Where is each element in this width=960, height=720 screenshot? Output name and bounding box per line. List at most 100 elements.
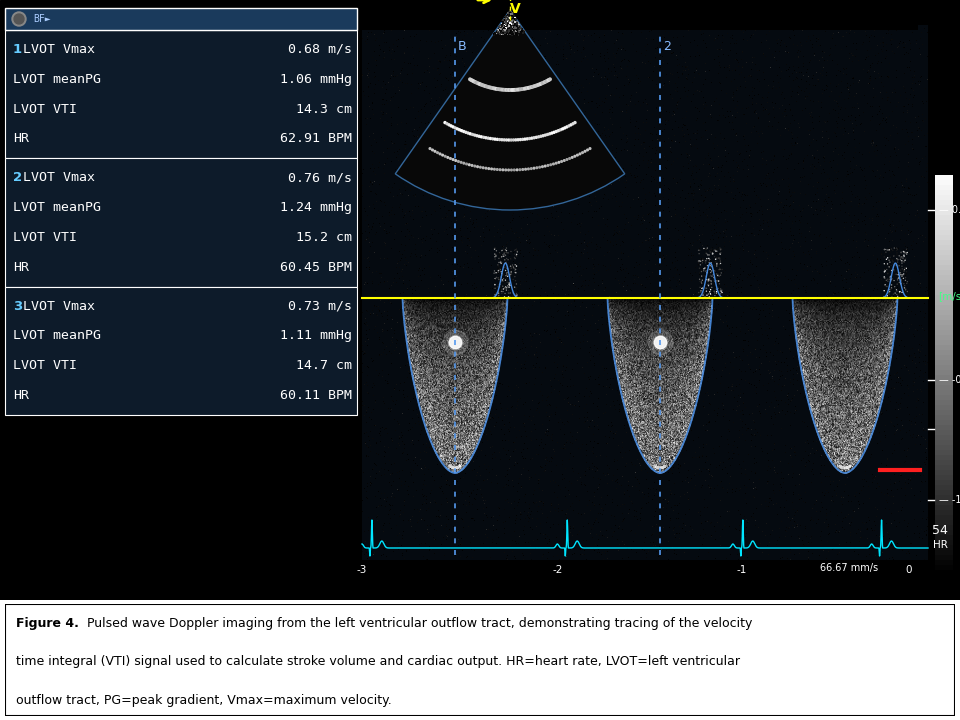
Point	[850, 428, 865, 440]
Point	[814, 366, 829, 378]
Point	[879, 28, 895, 40]
Point	[686, 384, 702, 395]
Point	[784, 392, 800, 404]
Point	[467, 389, 482, 400]
Point	[661, 431, 677, 443]
Point	[646, 349, 661, 361]
Point	[696, 363, 711, 374]
Point	[838, 344, 853, 356]
Point	[466, 421, 481, 433]
Point	[459, 292, 474, 304]
Point	[863, 308, 878, 320]
Point	[471, 410, 487, 421]
Point	[866, 422, 881, 433]
Point	[843, 385, 858, 397]
Point	[848, 418, 863, 429]
Point	[663, 210, 679, 222]
Point	[876, 298, 891, 310]
Point	[458, 419, 473, 431]
Point	[828, 463, 844, 474]
Point	[404, 361, 420, 372]
Point	[843, 388, 858, 400]
Point	[875, 330, 890, 342]
Point	[485, 380, 500, 392]
Point	[650, 462, 665, 473]
Point	[881, 357, 897, 369]
Point	[640, 410, 656, 421]
Point	[880, 364, 896, 376]
Point	[841, 347, 856, 359]
Point	[758, 327, 774, 338]
Point	[436, 401, 451, 413]
Point	[812, 336, 828, 348]
Point	[818, 416, 833, 428]
Point	[444, 402, 459, 413]
Point	[856, 441, 872, 453]
Point	[694, 374, 709, 385]
Point	[782, 515, 798, 526]
Point	[472, 157, 488, 168]
Point	[492, 356, 507, 368]
Point	[819, 310, 834, 322]
Point	[812, 426, 828, 437]
Point	[654, 379, 669, 391]
Point	[610, 298, 625, 310]
Point	[474, 408, 490, 420]
Point	[828, 372, 844, 384]
Point	[465, 410, 480, 422]
Point	[888, 305, 903, 317]
Point	[685, 366, 701, 378]
Point	[875, 354, 890, 365]
Point	[533, 47, 548, 58]
Point	[507, 460, 522, 472]
Point	[661, 359, 677, 371]
Point	[828, 311, 843, 323]
Point	[846, 321, 861, 333]
Point	[635, 326, 650, 338]
Point	[638, 356, 654, 367]
Point	[694, 340, 709, 351]
Point	[573, 148, 588, 160]
Point	[683, 404, 698, 415]
Point	[814, 359, 829, 370]
Point	[629, 353, 644, 364]
Point	[655, 434, 670, 446]
Point	[694, 322, 709, 333]
Point	[482, 371, 497, 382]
Point	[603, 306, 618, 318]
Point	[910, 174, 925, 186]
Point	[372, 490, 388, 501]
Point	[451, 293, 467, 305]
Point	[609, 350, 624, 361]
Point	[901, 181, 917, 193]
Point	[681, 361, 696, 372]
Point	[676, 380, 691, 392]
Point	[861, 433, 876, 444]
Point	[467, 192, 482, 204]
Point	[810, 330, 826, 342]
Point	[357, 436, 372, 448]
Point	[631, 411, 646, 423]
Point	[687, 344, 703, 356]
Point	[398, 312, 414, 324]
Point	[460, 362, 475, 374]
Point	[438, 378, 453, 390]
Point	[440, 353, 455, 364]
Point	[878, 317, 894, 328]
Point	[433, 393, 448, 405]
Point	[438, 417, 453, 428]
Point	[692, 228, 708, 240]
Point	[439, 395, 454, 407]
Point	[424, 372, 440, 383]
Point	[472, 348, 488, 360]
Point	[833, 301, 849, 312]
Point	[459, 454, 474, 466]
Point	[639, 360, 655, 372]
Point	[614, 342, 630, 354]
Point	[632, 413, 647, 425]
Point	[442, 431, 457, 443]
Point	[843, 472, 858, 484]
Point	[809, 379, 825, 390]
Point	[658, 314, 673, 325]
Point	[657, 87, 672, 99]
